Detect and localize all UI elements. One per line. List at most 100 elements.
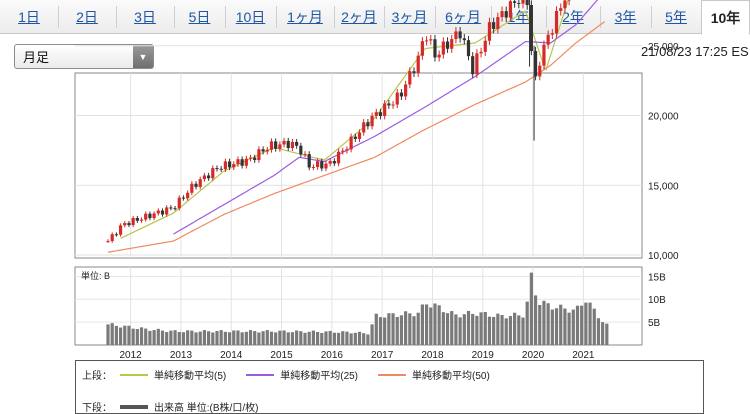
volume-bar — [408, 313, 412, 345]
candle-body — [420, 41, 424, 56]
candle-body — [336, 151, 341, 164]
candle-body — [462, 38, 466, 41]
volume-swatch — [120, 404, 148, 409]
legend-upper-label: 上段： — [82, 371, 112, 382]
volume-bar — [315, 332, 320, 345]
volume-bar — [420, 304, 424, 345]
volume-bar — [148, 330, 152, 345]
tab-11[interactable]: 3年 — [614, 9, 637, 25]
candle-body — [399, 92, 404, 97]
volume-bar — [538, 304, 542, 345]
tab-13[interactable]: 10年 — [701, 0, 750, 35]
year-tick-label: 2019 — [472, 350, 495, 361]
tab-1[interactable]: 2日 — [76, 9, 98, 25]
tab-8[interactable]: 6ヶ月 — [445, 9, 481, 25]
candle-body — [525, 0, 529, 6]
candle-body — [253, 157, 257, 161]
volume-bar — [160, 330, 165, 345]
volume-bar — [567, 312, 571, 345]
tab-2[interactable]: 3日 — [134, 9, 156, 25]
volume-bar — [475, 315, 479, 345]
legend-ma5-label: 単純移動平均(5) — [154, 371, 227, 382]
volume-bar — [139, 327, 144, 345]
volume-bar — [328, 330, 332, 345]
volume-bar — [202, 330, 207, 345]
grid — [75, 45, 642, 345]
volume-bar — [236, 330, 240, 345]
candle-body — [370, 115, 374, 127]
tab-separator — [225, 6, 226, 28]
tab-7[interactable]: 3ヶ月 — [391, 9, 428, 25]
tab-3[interactable]: 5日 — [188, 9, 211, 25]
candle-body — [487, 22, 492, 41]
candle-body — [362, 122, 366, 133]
candle-body — [345, 149, 349, 151]
legend-item-ma5: 単純移動平均(5) — [112, 367, 226, 382]
candle-body — [190, 183, 194, 193]
tab-12[interactable]: 5年 — [665, 9, 687, 25]
year-tick-label: 2021 — [572, 350, 595, 361]
volume-bar — [118, 327, 123, 345]
volume-tick-label: 10B — [648, 295, 666, 306]
candle-body — [475, 53, 479, 75]
price-panel-frame — [74, 72, 643, 259]
candles — [106, 0, 571, 243]
price-tick-label: 20,000 — [648, 112, 679, 123]
candle-body — [408, 71, 412, 85]
candle-body — [106, 241, 110, 243]
year-tick-label: 2013 — [170, 350, 193, 361]
volume-bar — [370, 324, 374, 345]
period-tab-bar — [0, 0, 750, 34]
volume-bar — [479, 312, 483, 345]
volume-bar — [584, 302, 588, 345]
volume-bars — [106, 272, 609, 345]
candle-body — [303, 154, 307, 156]
candle-body — [186, 192, 190, 199]
candle-body — [391, 104, 395, 106]
volume-bar — [135, 329, 139, 345]
volume-bar — [269, 331, 274, 345]
candle-body — [236, 159, 240, 165]
volume-bar — [211, 332, 215, 345]
timestamp: 21/08/23 17:25 ES — [641, 44, 749, 59]
tab-9[interactable]: 1年 — [507, 9, 530, 25]
ma25-swatch — [246, 373, 275, 376]
volume-bar — [349, 333, 353, 345]
year-tick-label: 2017 — [371, 350, 394, 361]
candle-body — [110, 234, 114, 242]
volume-bar — [517, 315, 521, 345]
volume-bar — [571, 309, 575, 345]
candle-body — [395, 92, 399, 105]
tab-6[interactable]: 2ヶ月 — [341, 9, 377, 25]
volume-bar — [127, 325, 131, 345]
volume-bar — [395, 316, 399, 345]
volume-bar — [412, 316, 416, 345]
candle-body — [290, 142, 295, 149]
year-tick-label: 2020 — [522, 350, 545, 361]
tab-0[interactable]: 1日 — [18, 9, 40, 25]
volume-bar — [332, 332, 336, 345]
tab-5[interactable]: 1ヶ月 — [287, 9, 323, 25]
volume-bar — [299, 331, 303, 345]
candle-body — [320, 161, 324, 169]
period-select[interactable]: 月足 ▼ — [14, 44, 154, 69]
candle-body — [357, 132, 362, 139]
volume-bar — [123, 325, 127, 345]
candle-body — [324, 163, 328, 169]
chevron-down-icon[interactable]: ▼ — [133, 45, 153, 68]
candle-body — [341, 150, 345, 152]
candle-body — [248, 157, 253, 159]
volume-bar — [605, 323, 609, 345]
candle-body — [504, 11, 508, 18]
tab-separator — [435, 6, 436, 28]
volume-bar — [152, 330, 156, 345]
volume-bar — [492, 317, 496, 345]
legend-ma25-label: 単純移動平均(25) — [280, 371, 359, 382]
year-tick-label: 2018 — [421, 350, 444, 361]
volume-bar — [232, 330, 236, 345]
candle-body — [500, 11, 504, 18]
candle-body — [148, 213, 152, 219]
candle-body — [135, 218, 139, 221]
tab-4[interactable]: 10日 — [235, 9, 266, 25]
legend-item-ma50: 単純移動平均(50) — [370, 367, 490, 382]
